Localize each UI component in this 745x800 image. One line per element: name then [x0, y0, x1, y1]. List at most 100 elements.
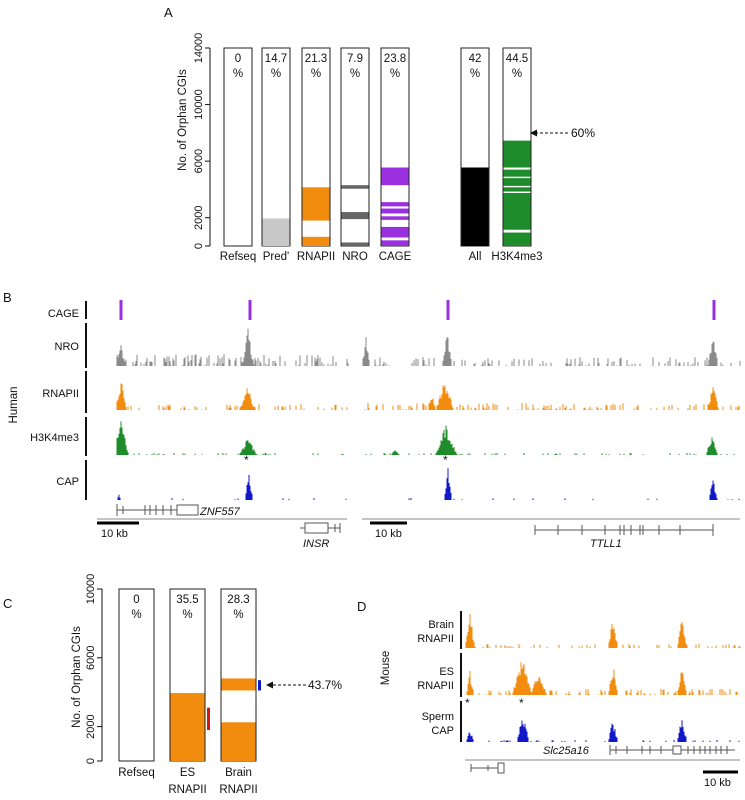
annotation-60-percent: 60% [571, 126, 595, 140]
column-segment [170, 693, 205, 761]
cage-peak-4 [712, 300, 716, 320]
gene-label-ttll1: TTLL1 [590, 538, 622, 550]
column-segment [381, 167, 409, 186]
track-label-rnapii: RNAPII [42, 388, 79, 400]
column-segment [381, 202, 409, 207]
panel-b: B Human CAGE NRO RNAPII H3K4me3 CAP * * [3, 290, 741, 550]
column-label: NRO [342, 251, 368, 263]
column-segment [302, 187, 330, 221]
column-label: Refseq [220, 251, 256, 263]
rnapii-left-signal [116, 383, 348, 410]
column-segment [302, 236, 330, 246]
gene-model-znf557 [116, 504, 199, 516]
column-segment [341, 185, 369, 189]
column-marker [207, 707, 210, 731]
gene-label-slc25a16: Slc25a16 [543, 745, 590, 757]
column-es-rnapii: 35.5% ES RNAPII [168, 588, 210, 796]
column-percent: 35.5 [176, 594, 198, 606]
track-label-sperm-cap: CAP [431, 725, 454, 737]
panel-label-c: C [3, 596, 12, 611]
gene-model-insr [300, 522, 341, 534]
es-rnapii-signal [466, 662, 738, 695]
chart-c-ylabel: No. of Orphan CGIs [71, 626, 83, 728]
track-label-nro: NRO [55, 341, 80, 353]
column-frame [223, 47, 253, 247]
track-label-cage: CAGE [48, 308, 79, 320]
column-segment [221, 722, 256, 761]
column-percent: 7.9 [347, 53, 363, 65]
sperm-cap-signal [466, 720, 740, 742]
column-segment [381, 226, 409, 238]
species-label-human: Human [8, 386, 20, 423]
y-tick-label: 6000 [193, 149, 205, 173]
asterisk-d-1: * [465, 696, 470, 710]
column-rnapii: 21.3% RNAPII [297, 47, 335, 263]
column-segment [341, 242, 369, 246]
cage-peak-1 [119, 300, 123, 320]
chart-c-annotation: 43.7% [266, 678, 342, 692]
column-percent: 14.7 [265, 53, 287, 65]
arrow-head-icon [266, 681, 273, 689]
track-label-brain-rnapii: RNAPII [417, 633, 454, 645]
chart-a: 0 2000 6000 10000 14000 0% Refseq 14.7% Pred' 21.… [193, 33, 543, 263]
column-label: ES [180, 767, 196, 779]
column-nro: 7.9% NRO [340, 47, 370, 263]
track-label-sperm: Sperm [422, 711, 454, 723]
y-tick-label: 2000 [85, 714, 97, 738]
panel-label-b: B [3, 290, 12, 305]
column-label: RNAPII [168, 784, 206, 796]
rnapii-right-signal [364, 385, 740, 410]
h3k4me3-right [365, 425, 735, 455]
panel-label-d: D [357, 599, 366, 614]
column-segment [503, 232, 531, 246]
column-frame [261, 47, 291, 247]
column-percent-unit: % [131, 609, 141, 621]
column-label: Pred' [263, 251, 290, 263]
sperm-cap [466, 720, 740, 742]
panel-d: D Mouse Brain RNAPII ES RNAPII Sperm CAP… [357, 599, 741, 789]
column-marker [258, 680, 261, 691]
es-rnapii [466, 662, 738, 695]
gene-model-d-lower [470, 762, 505, 774]
column-segment [503, 187, 531, 192]
column-cage: 23.8% CAGE [379, 47, 412, 263]
column-frame [118, 588, 155, 762]
asterisk-b-1: * [244, 453, 249, 467]
column-label: RNAPII [297, 251, 335, 263]
column-pred-: 14.7% Pred' [261, 47, 291, 263]
column-percent-unit: % [182, 609, 192, 621]
panel-c: C No. of Orphan CGIs 0 2000 6000 10000 0% Ref… [3, 574, 342, 796]
column-segment [381, 208, 409, 214]
scalebar-d-label: 10 kb [704, 777, 731, 789]
column-percent-unit: % [350, 68, 360, 80]
rnapii-right [364, 385, 740, 410]
nro-left [116, 328, 349, 366]
column-segment [381, 216, 409, 220]
gene-model-ttll1 [534, 524, 714, 536]
panel-label-a: A [164, 5, 173, 20]
track-label-es-rnapii: RNAPII [417, 680, 454, 692]
column-label: RNAPII [219, 784, 257, 796]
gene-label-znf557: ZNF557 [199, 506, 241, 518]
y-tick-label: 14000 [193, 33, 205, 64]
column-percent: 42 [469, 53, 482, 65]
column-brain-rnapii: 28.3% Brain RNAPII [219, 588, 261, 796]
column-segment [503, 140, 531, 168]
nro-right-signal [362, 337, 741, 366]
column-percent-unit: % [470, 68, 480, 80]
track-label-brain: Brain [428, 619, 454, 631]
cage-peak-2 [248, 300, 252, 320]
column-all: 42% All [460, 47, 490, 263]
column-label: Refseq [118, 767, 154, 779]
y-tick-label: 2000 [193, 205, 205, 229]
column-percent: 23.8 [384, 53, 406, 65]
column-percent-unit: % [233, 68, 243, 80]
column-percent: 21.3 [305, 53, 327, 65]
arrow-head-icon [530, 129, 537, 137]
h3k4me3-left-signal [116, 421, 344, 455]
column-segment [461, 167, 489, 246]
cap-left-signal [117, 474, 347, 500]
column-percent-unit: % [271, 68, 281, 80]
